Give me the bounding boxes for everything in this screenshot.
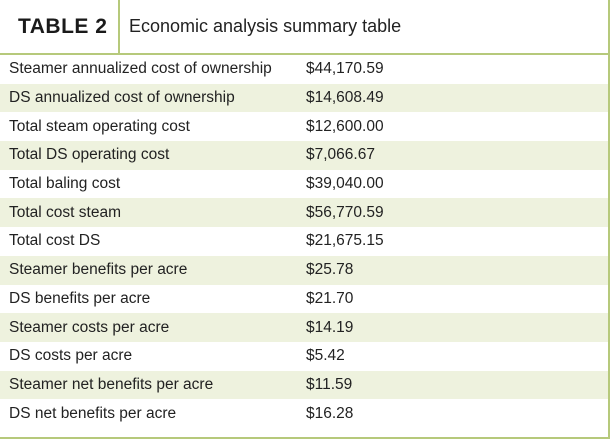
- row-value: $5.42: [306, 347, 345, 365]
- table-row: Total cost DS $21,675.15: [0, 227, 608, 256]
- row-value: $39,040.00: [306, 175, 384, 193]
- row-label: Steamer annualized cost of ownership: [9, 60, 272, 78]
- table-row: DS benefits per acre $21.70: [0, 284, 608, 314]
- table-row: DS net benefits per acre $16.28: [0, 399, 608, 428]
- row-value: $21.70: [306, 289, 354, 307]
- table-number: TABLE 2: [0, 0, 120, 53]
- table-title: Economic analysis summary table: [129, 16, 402, 36]
- row-label: Steamer net benefits per acre: [9, 375, 214, 393]
- table-row: Total DS operating cost $7,066.67: [0, 141, 608, 170]
- row-value: $14.19: [306, 318, 354, 336]
- table-row: DS costs per acre $5.42: [0, 341, 608, 371]
- row-label: DS net benefits per acre: [9, 404, 177, 422]
- row-label: DS annualized cost of ownership: [9, 89, 235, 107]
- row-value: $12,600.00: [306, 117, 384, 135]
- table-header: TABLE 2 Economic analysis summary table: [0, 0, 608, 55]
- table-row: Steamer costs per acre $14.19: [0, 313, 608, 342]
- row-value: $16.28: [306, 404, 354, 422]
- row-label: Total steam operating cost: [9, 117, 190, 135]
- row-label: Total DS operating cost: [9, 146, 170, 164]
- table-row: Steamer benefits per acre $25.78: [0, 255, 608, 285]
- row-value: $25.78: [306, 261, 354, 279]
- row-label: DS benefits per acre: [9, 289, 151, 307]
- table-row: Total cost steam $56,770.59: [0, 198, 608, 228]
- table-row: Total steam operating cost $12,600.00: [0, 112, 608, 142]
- table-body: Steamer annualized cost of ownership $44,…: [0, 55, 608, 428]
- table-row: Steamer annualized cost of ownership $44,…: [0, 55, 608, 84]
- row-value: $56,770.59: [306, 203, 384, 221]
- table-row: DS annualized cost of ownership $14,608.4…: [0, 83, 608, 113]
- row-value: $21,675.15: [306, 232, 384, 250]
- row-label: Steamer benefits per acre: [9, 261, 188, 279]
- row-label: Steamer costs per acre: [9, 318, 170, 336]
- row-value: $14,608.49: [306, 89, 384, 107]
- row-label: DS costs per acre: [9, 347, 133, 365]
- table-row: Total baling cost $39,040.00: [0, 169, 608, 199]
- row-label: Total cost steam: [9, 203, 121, 221]
- row-value: $7,066.67: [306, 146, 375, 164]
- row-value: $44,170.59: [306, 60, 384, 78]
- row-label: Total cost DS: [9, 232, 101, 250]
- table-row: Steamer net benefits per acre $11.59: [0, 370, 608, 400]
- row-value: $11.59: [306, 375, 353, 393]
- row-label: Total baling cost: [9, 175, 121, 193]
